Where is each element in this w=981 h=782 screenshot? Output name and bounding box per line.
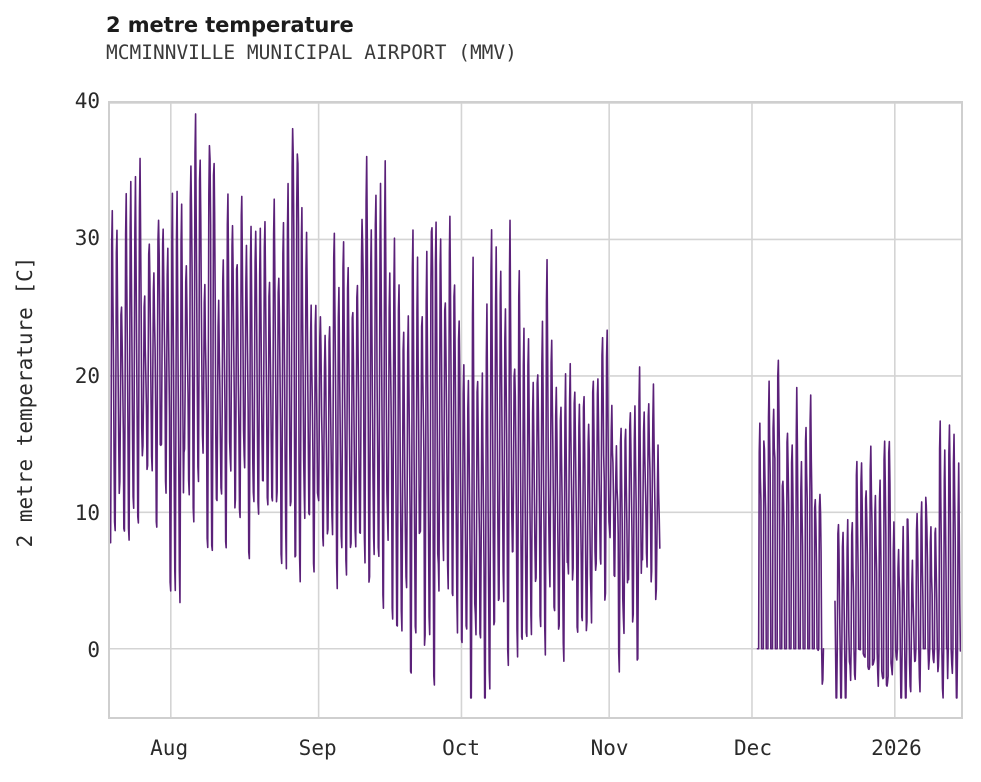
y-tick-label: 40	[74, 89, 100, 113]
x-tick-label: Nov	[590, 736, 629, 760]
page-title: 2 metre temperature	[106, 13, 354, 37]
y-tick-label: 0	[87, 638, 100, 663]
x-tick-label: Sep	[298, 736, 337, 760]
title-block: 2 metre temperature MCMINNVILLE MUNICIPA…	[106, 12, 906, 66]
x-tick-label: Oct	[442, 736, 481, 760]
y-tick-label: 20	[74, 363, 100, 388]
x-tick-label: 2026	[871, 736, 922, 760]
y-tick-label: 30	[74, 226, 100, 251]
x-tick-label: Dec	[734, 736, 772, 760]
temperature-series-line	[110, 113, 961, 699]
chart-subtitle: MCMINNVILLE MUNICIPAL AIRPORT (MMV)	[106, 41, 517, 64]
y-tick-label-layer: 0 10 20 30 40	[0, 0, 100, 782]
y-tick-label: 10	[74, 501, 100, 525]
x-tick-label: Aug	[150, 736, 189, 760]
plot-area	[108, 101, 963, 719]
